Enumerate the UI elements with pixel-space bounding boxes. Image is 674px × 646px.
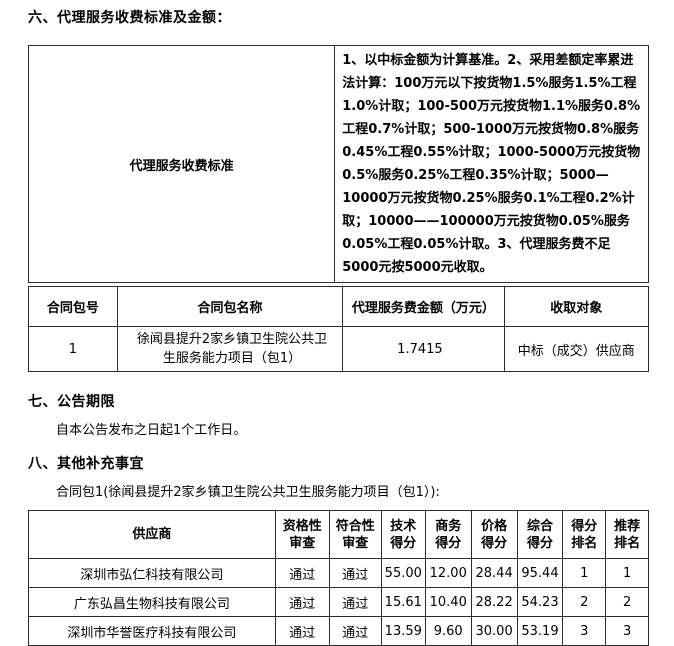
cell-technical-score: 15.61 [380, 587, 426, 617]
cell-supplier: 广东弘昌生物科技有限公司 [28, 587, 276, 617]
cell-price-score: 30.00 [470, 616, 518, 646]
table-header-row: 供应商 资格性 审查 符合性 审查 技术 得分 商务 得分 价格 得分 综合 得… [28, 510, 649, 559]
cell-total-score: 54.23 [516, 587, 564, 617]
cell-business-score: 10.40 [424, 587, 472, 617]
header-fee-amount: 代理服务费金额（万元） [342, 286, 505, 327]
header-business-score: 商务 得分 [424, 510, 472, 559]
cell-package-no: 1 [28, 326, 118, 372]
cell-price-score: 28.22 [470, 587, 518, 617]
fee-standard-table: 代理服务收费标准 1、以中标金额为计算基准。2、采用差额定率累进法计算：100万… [27, 45, 649, 283]
header-score-rank: 得分 排名 [562, 510, 607, 559]
header-package-no: 合同包号 [28, 286, 118, 327]
header-price-score: 价格 得分 [470, 510, 518, 559]
table-row: 代理服务收费标准 1、以中标金额为计算基准。2、采用差额定率累进法计算：100万… [27, 45, 649, 283]
cell-score-rank: 2 [562, 587, 607, 617]
header-qualification-review: 资格性 审查 [274, 510, 330, 559]
cell-qualification: 通过 [274, 587, 330, 617]
table-header-row: 合同包号 合同包名称 代理服务费金额（万元） 收取对象 [28, 286, 650, 327]
section-title-other-matters: 八、其他补充事宜 [28, 456, 144, 472]
header-technical-score: 技术 得分 [380, 510, 426, 559]
section-title-agency-fee: 六、代理服务收费标准及金额： [28, 10, 231, 26]
cell-conformity: 通过 [328, 587, 382, 617]
header-conformity-review: 符合性 审查 [328, 510, 382, 559]
cell-business-score: 12.00 [424, 558, 472, 588]
header-package-name: 合同包名称 [116, 286, 344, 327]
cell-qualification: 通过 [274, 558, 330, 588]
section-title-announcement-period: 七、公告期限 [28, 394, 115, 410]
contract-package-note: 合同包1(徐闻县提升2家乡镇卫生院公共卫生服务能力项目（包1）): [56, 485, 440, 500]
cell-score-rank: 1 [562, 558, 607, 588]
header-total-score: 综合 得分 [516, 510, 564, 559]
table-row: 广东弘昌生物科技有限公司 通过 通过 15.61 10.40 28.22 54.… [28, 587, 649, 617]
cell-supplier: 深圳市弘仁科技有限公司 [28, 558, 276, 588]
cell-conformity: 通过 [328, 558, 382, 588]
table-row: 深圳市弘仁科技有限公司 通过 通过 55.00 12.00 28.44 95.4… [28, 558, 649, 588]
cell-package-name: 徐闻县提升2家乡镇卫生院公共卫生服务能力项目（包1） [116, 326, 344, 372]
cell-recommend-rank: 3 [605, 616, 649, 646]
fee-standard-description-cell: 1、以中标金额为计算基准。2、采用差额定率累进法计算：100万元以下按货物1.5… [334, 45, 649, 283]
header-recommend-rank: 推荐 排名 [605, 510, 649, 559]
cell-technical-score: 55.00 [380, 558, 426, 588]
cell-technical-score: 13.59 [380, 616, 426, 646]
table-row: 1 徐闻县提升2家乡镇卫生院公共卫生服务能力项目（包1） 1.7415 中标（成… [28, 326, 650, 372]
supplier-score-table: 供应商 资格性 审查 符合性 审查 技术 得分 商务 得分 价格 得分 综合 得… [28, 510, 649, 646]
cell-total-score: 53.19 [516, 616, 564, 646]
cell-recommend-rank: 1 [605, 558, 649, 588]
cell-business-score: 9.60 [424, 616, 472, 646]
header-charge-target: 收取对象 [503, 286, 650, 327]
cell-charge-target: 中标（成交）供应商 [503, 326, 650, 372]
cell-fee-amount: 1.7415 [342, 326, 505, 372]
contract-package-table: 合同包号 合同包名称 代理服务费金额（万元） 收取对象 1 徐闻县提升2家乡镇卫… [28, 286, 650, 372]
announcement-period-text: 自本公告发布之日起1个工作日。 [56, 423, 247, 438]
cell-qualification: 通过 [274, 616, 330, 646]
cell-recommend-rank: 2 [605, 587, 649, 617]
cell-conformity: 通过 [328, 616, 382, 646]
cell-supplier: 深圳市华誉医疗科技有限公司 [28, 616, 276, 646]
fee-standard-label-cell: 代理服务收费标准 [27, 45, 336, 283]
header-supplier: 供应商 [28, 510, 276, 559]
table-row: 深圳市华誉医疗科技有限公司 通过 通过 13.59 9.60 30.00 53.… [28, 616, 649, 646]
cell-price-score: 28.44 [470, 558, 518, 588]
cell-total-score: 95.44 [516, 558, 564, 588]
cell-score-rank: 3 [562, 616, 607, 646]
